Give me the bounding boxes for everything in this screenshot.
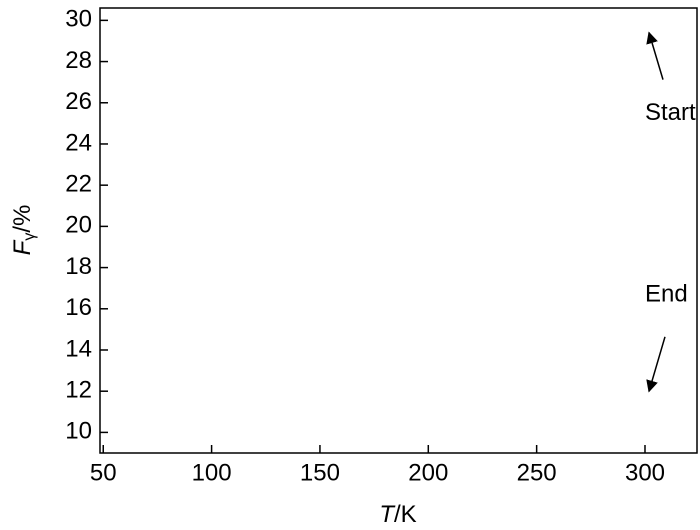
x-tick-label: 50 bbox=[90, 459, 117, 486]
plot-frame bbox=[99, 7, 698, 454]
y-tick-label: 18 bbox=[65, 253, 92, 280]
y-tick-label: 12 bbox=[65, 377, 92, 404]
annotation: Start bbox=[645, 99, 696, 126]
y-tick-label: 28 bbox=[65, 47, 92, 74]
x-axis-label: T/K bbox=[379, 501, 416, 528]
y-tick-label: 30 bbox=[65, 6, 92, 33]
x-tick-label: 200 bbox=[408, 459, 448, 486]
annotation: End bbox=[645, 281, 688, 308]
x-tick-label: 250 bbox=[517, 459, 557, 486]
y-tick-label: 20 bbox=[65, 212, 92, 239]
y-tick-label: 16 bbox=[65, 294, 92, 321]
y-tick-label: 10 bbox=[65, 418, 92, 445]
y-tick-label: 22 bbox=[65, 171, 92, 198]
annotation-arrow bbox=[646, 336, 666, 393]
y-tick-label: 24 bbox=[65, 129, 92, 156]
x-tick-label: 100 bbox=[192, 459, 232, 486]
x-tick-label: 150 bbox=[300, 459, 340, 486]
y-axis-label: Fγ/% bbox=[9, 205, 38, 256]
annotation-arrow bbox=[646, 31, 664, 80]
x-tick-label: 300 bbox=[625, 459, 665, 486]
y-tick-label: 14 bbox=[65, 335, 92, 362]
y-tick-label: 26 bbox=[65, 88, 92, 115]
